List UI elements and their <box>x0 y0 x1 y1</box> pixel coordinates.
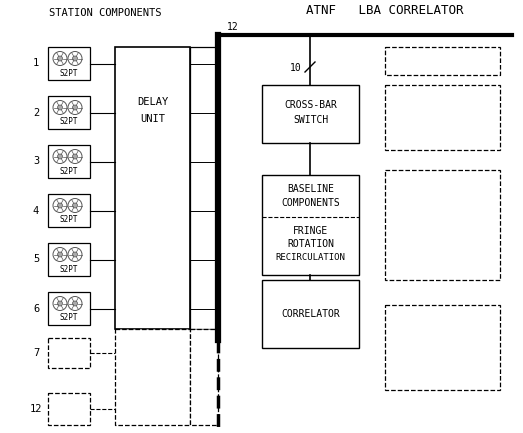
Text: S2PT: S2PT <box>60 265 78 274</box>
Text: S2PT: S2PT <box>60 313 78 323</box>
Circle shape <box>53 248 67 262</box>
Bar <box>115 329 190 425</box>
Text: ROTATION: ROTATION <box>287 239 334 249</box>
Circle shape <box>53 149 67 164</box>
Bar <box>385 85 500 150</box>
Text: S2PT: S2PT <box>60 68 78 78</box>
Text: BASELINE: BASELINE <box>287 184 334 194</box>
Circle shape <box>73 154 77 159</box>
Text: STATION COMPONENTS: STATION COMPONENTS <box>49 8 161 18</box>
Circle shape <box>68 248 82 262</box>
Text: SWITCH: SWITCH <box>293 115 328 125</box>
Bar <box>48 393 90 425</box>
Text: 4: 4 <box>33 206 39 216</box>
Text: ATNF   LBA CORRELATOR: ATNF LBA CORRELATOR <box>306 3 464 16</box>
Text: 2: 2 <box>33 107 39 117</box>
Bar <box>48 243 90 276</box>
Text: COMPONENTS: COMPONENTS <box>281 198 340 208</box>
Circle shape <box>58 105 63 110</box>
Text: 1: 1 <box>33 58 39 68</box>
Bar <box>48 292 90 325</box>
Circle shape <box>68 297 82 310</box>
Circle shape <box>73 252 77 257</box>
Circle shape <box>68 149 82 164</box>
Circle shape <box>73 203 77 208</box>
Circle shape <box>58 56 63 61</box>
Text: RECIRCULATION: RECIRCULATION <box>276 252 345 262</box>
Bar <box>48 194 90 227</box>
Bar <box>385 170 500 280</box>
Circle shape <box>58 203 63 208</box>
Text: CORRELATOR: CORRELATOR <box>281 309 340 319</box>
Circle shape <box>68 100 82 114</box>
Circle shape <box>58 154 63 159</box>
Text: 5: 5 <box>33 255 39 265</box>
Circle shape <box>73 56 77 61</box>
Circle shape <box>68 198 82 213</box>
Circle shape <box>73 105 77 110</box>
Circle shape <box>53 297 67 310</box>
Bar <box>385 47 500 75</box>
Text: 10: 10 <box>290 63 302 73</box>
Bar <box>190 47 218 329</box>
Bar <box>190 329 218 425</box>
Text: 3: 3 <box>33 156 39 167</box>
Bar <box>48 96 90 129</box>
Circle shape <box>73 301 77 306</box>
Text: 12: 12 <box>227 22 239 32</box>
Circle shape <box>58 301 63 306</box>
Text: 7: 7 <box>33 348 39 358</box>
Text: S2PT: S2PT <box>60 216 78 224</box>
Bar <box>262 85 359 143</box>
Bar <box>262 280 359 348</box>
Text: FRINGE: FRINGE <box>293 226 328 236</box>
Text: 6: 6 <box>33 304 39 313</box>
Text: UNIT: UNIT <box>140 114 165 124</box>
Circle shape <box>53 100 67 114</box>
Circle shape <box>58 252 63 257</box>
Text: S2PT: S2PT <box>60 117 78 126</box>
Bar <box>48 338 90 368</box>
Circle shape <box>68 52 82 65</box>
Bar <box>48 47 90 80</box>
Text: S2PT: S2PT <box>60 167 78 175</box>
Bar <box>385 305 500 390</box>
Bar <box>115 47 190 329</box>
Text: 12: 12 <box>30 404 42 414</box>
Circle shape <box>53 198 67 213</box>
Text: CROSS-BAR: CROSS-BAR <box>284 100 337 110</box>
Circle shape <box>53 52 67 65</box>
Bar <box>262 175 359 275</box>
Text: DELAY: DELAY <box>137 97 168 107</box>
Bar <box>48 145 90 178</box>
